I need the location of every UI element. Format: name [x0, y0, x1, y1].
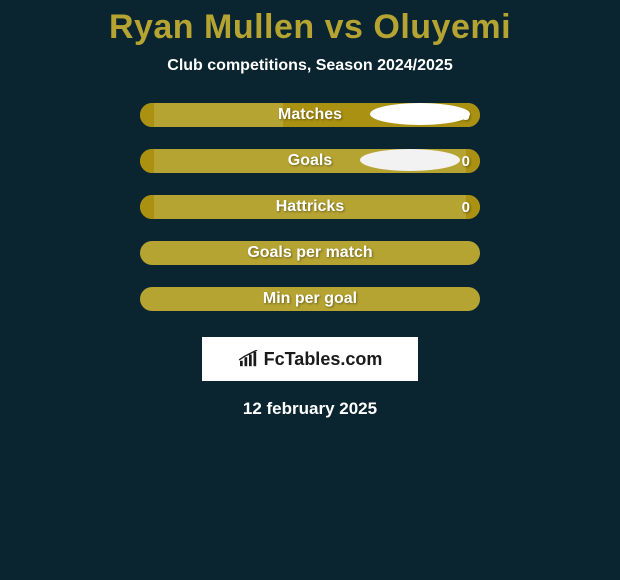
stat-row: Hattricks0 [140, 195, 480, 219]
stat-row: Min per goal [140, 287, 480, 311]
date-text: 12 february 2025 [243, 399, 377, 419]
stat-label: Goals per match [140, 244, 480, 262]
logo-box: FcTables.com [202, 337, 418, 381]
stat-label: Hattricks [140, 198, 480, 216]
stat-bar: Min per goal [140, 287, 480, 311]
stat-row: Matches10 [140, 103, 480, 127]
value-right: 0 [462, 153, 470, 170]
stat-bar: Hattricks0 [140, 195, 480, 219]
comparison-card: Ryan Mullen vs Oluyemi Club competitions… [0, 0, 620, 419]
ellipse-right [360, 149, 460, 171]
value-right: 0 [462, 199, 470, 216]
stat-bar: Goals per match [140, 241, 480, 265]
logo-text: FcTables.com [264, 349, 383, 370]
ellipse-right [370, 103, 470, 125]
logo[interactable]: FcTables.com [238, 349, 383, 370]
stat-row: Goals0 [140, 149, 480, 173]
stat-label: Min per goal [140, 290, 480, 308]
subtitle: Club competitions, Season 2024/2025 [167, 57, 452, 75]
chart-icon [238, 350, 260, 368]
stat-row: Goals per match [140, 241, 480, 265]
page-title: Ryan Mullen vs Oluyemi [109, 8, 511, 47]
